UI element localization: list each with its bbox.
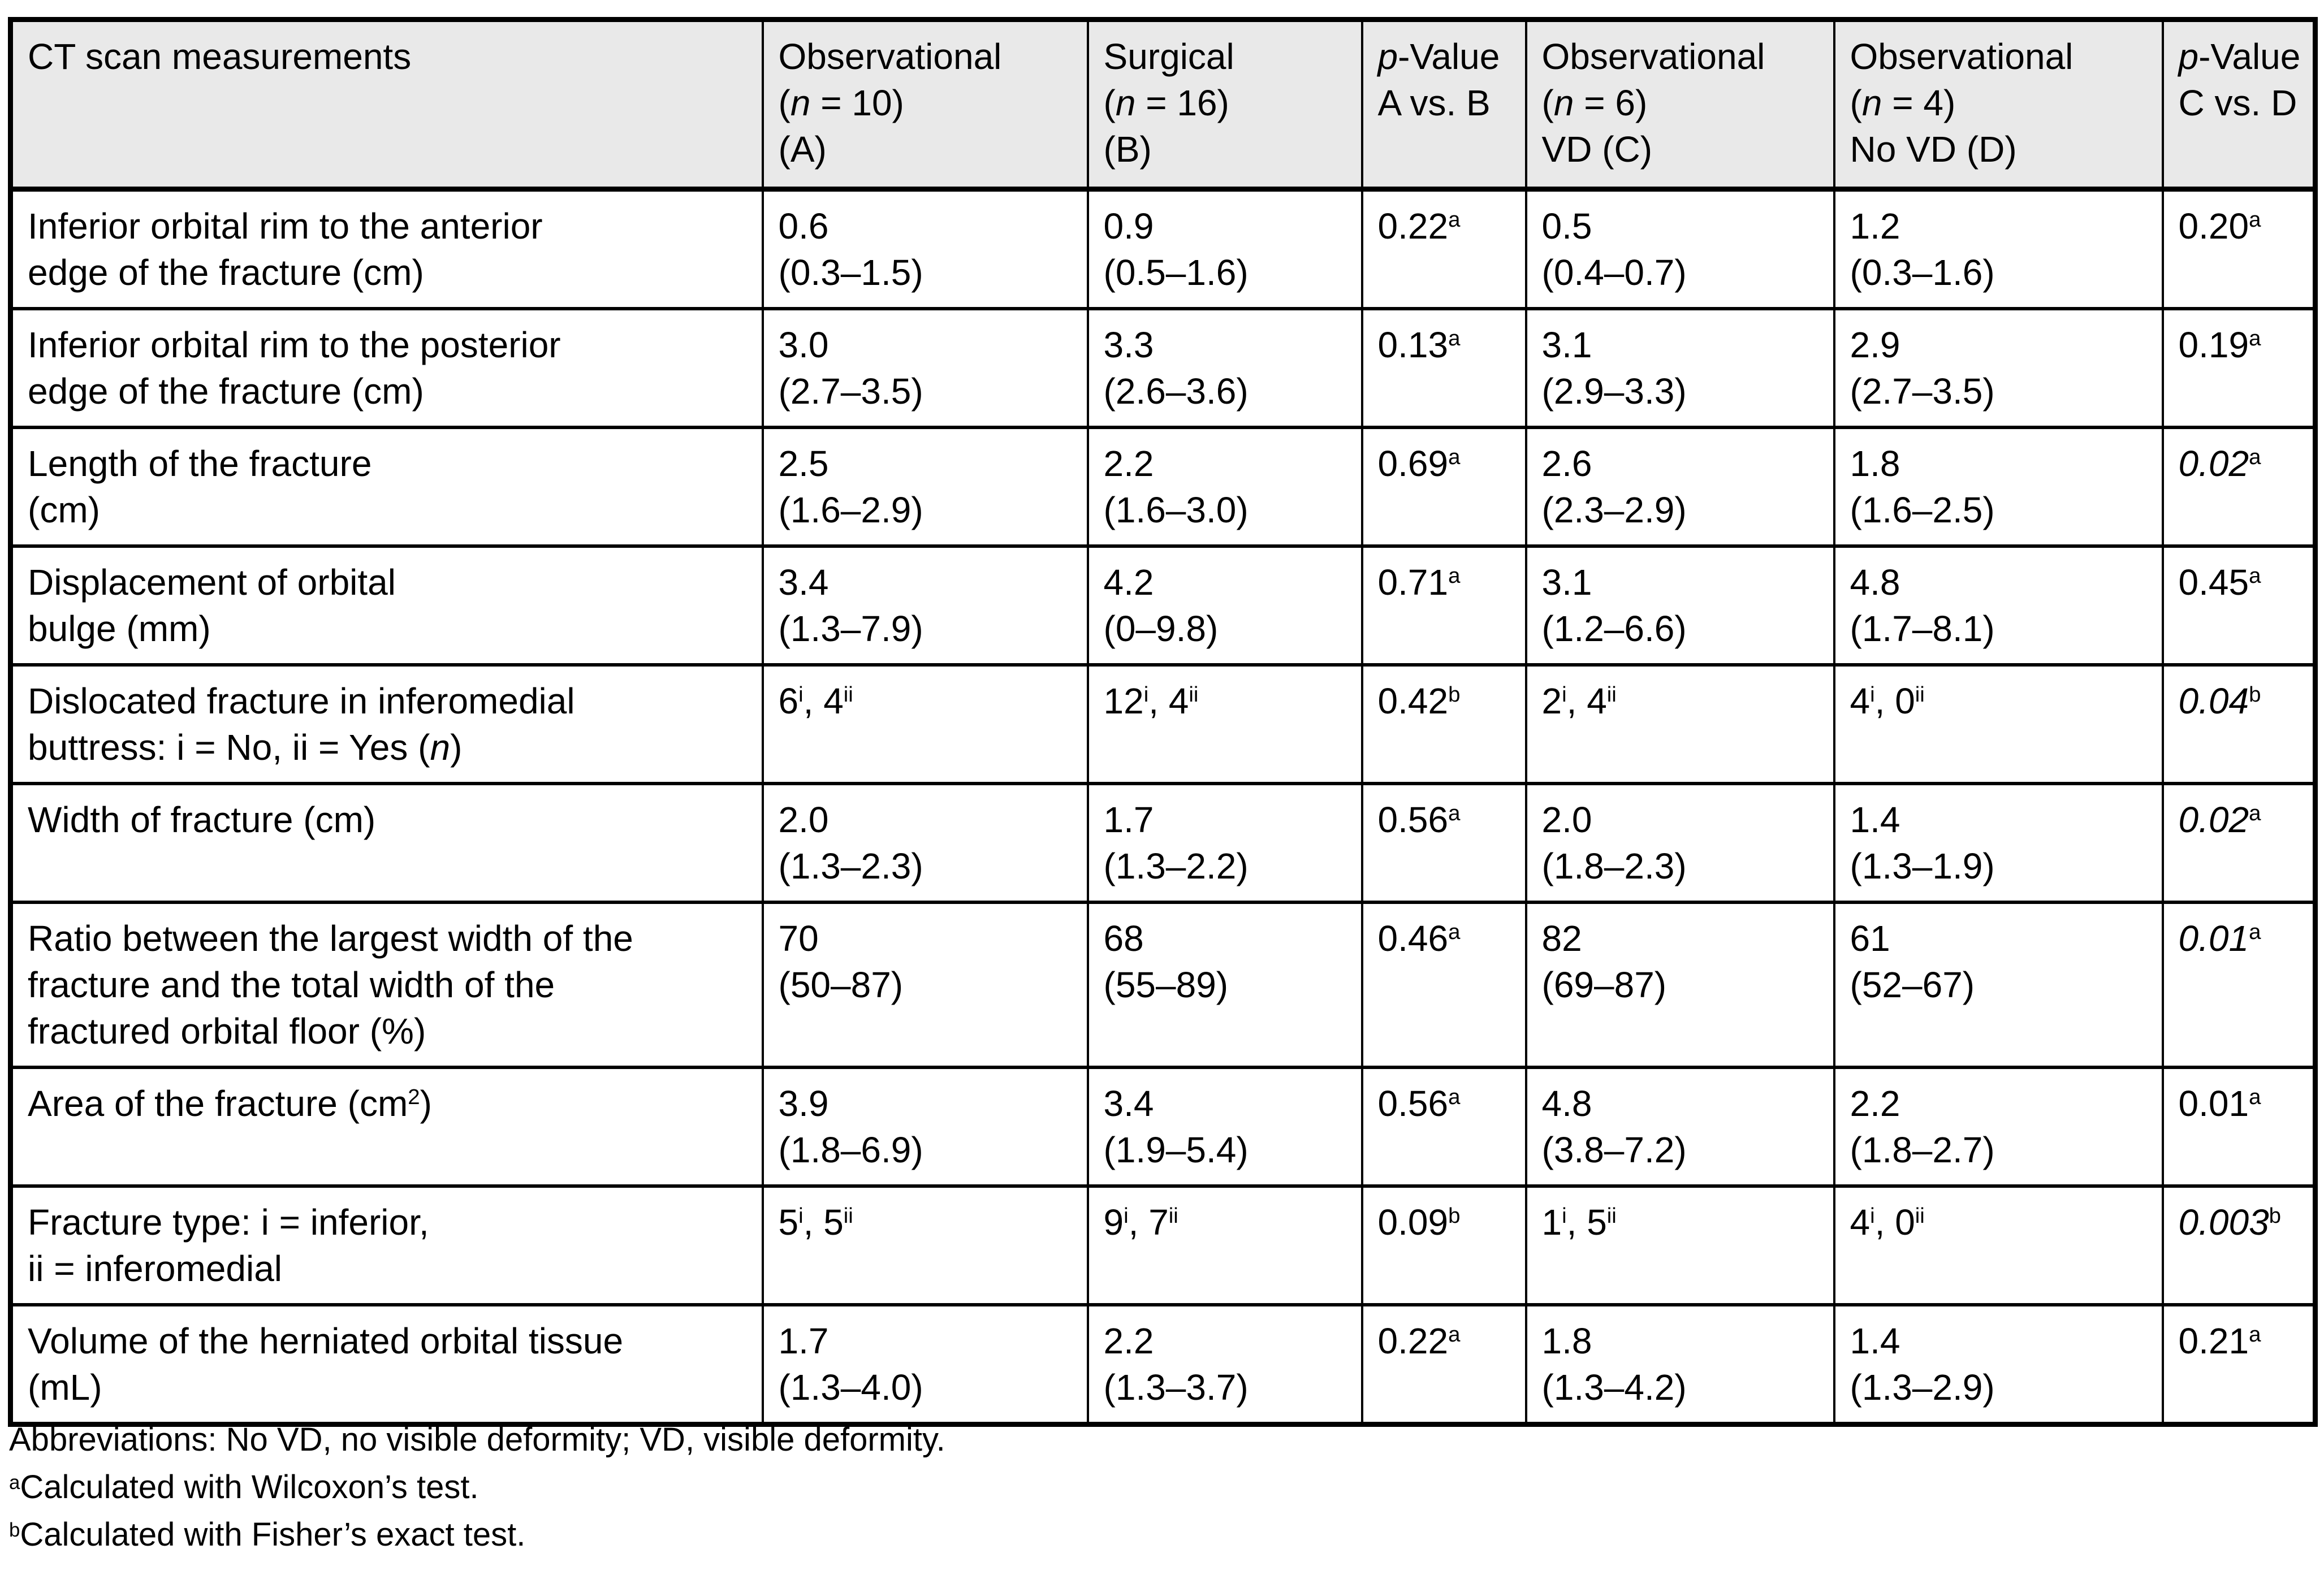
group-b-cell: 2.2 (1.6–3.0): [1086, 426, 1363, 548]
group-c-cell: 1.8 (1.3–4.2): [1524, 1303, 1835, 1426]
group-d-cell: 2.9 (2.7–3.5): [1833, 307, 2164, 429]
group-a-cell: 5i, 5ii: [761, 1184, 1089, 1306]
group-d-cell: 4i, 0ii: [1833, 1184, 2164, 1306]
p-value-cd-cell: 0.21a: [2161, 1303, 2317, 1426]
p-value-ab-cell: 0.22a: [1360, 187, 1527, 310]
group-c-cell: 82 (69–87): [1524, 901, 1835, 1069]
table-row: Area of the fracture (cm2) 3.9 (1.8–6.9) …: [9, 1066, 2317, 1188]
group-b-cell: 3.3 (2.6–3.6): [1086, 307, 1363, 429]
header-p-value-ab: p-Value A vs. B: [1360, 18, 1527, 192]
table-row: Ratio between the largest width of the fr…: [9, 901, 2317, 1069]
header-row: CT scan measurements Observational (n = 1…: [9, 18, 2317, 192]
measurement-cell: Volume of the herniated orbital tissue (m…: [9, 1303, 764, 1426]
group-c-cell: 3.1 (1.2–6.6): [1524, 544, 1835, 667]
table-row: Inferior orbital rim to the posterior edg…: [9, 307, 2317, 429]
p-value-ab-cell: 0.56a: [1360, 782, 1527, 904]
header-observational-a: Observational (n = 10) (A): [761, 18, 1089, 192]
group-b-cell: 68 (55–89): [1086, 901, 1363, 1069]
table-row: Inferior orbital rim to the anterior edge…: [9, 187, 2317, 310]
table-row: Volume of the herniated orbital tissue (m…: [9, 1303, 2317, 1426]
group-d-cell: 2.2 (1.8–2.7): [1833, 1066, 2164, 1188]
group-c-cell: 2.6 (2.3–2.9): [1524, 426, 1835, 548]
group-a-cell: 3.4 (1.3–7.9): [761, 544, 1089, 667]
group-b-cell: 9i, 7ii: [1086, 1184, 1363, 1306]
group-d-cell: 4i, 0ii: [1833, 663, 2164, 785]
measurement-cell: Inferior orbital rim to the anterior edge…: [9, 187, 764, 310]
group-c-cell: 3.1 (2.9–3.3): [1524, 307, 1835, 429]
group-b-cell: 1.7 (1.3–2.2): [1086, 782, 1363, 904]
group-b-cell: 0.9 (0.5–1.6): [1086, 187, 1363, 310]
ct-measurements-table: CT scan measurements Observational (n = 1…: [8, 17, 2318, 1427]
header-observational-novd-d: Observational (n = 4) No VD (D): [1833, 18, 2164, 192]
p-value-ab-cell: 0.56a: [1360, 1066, 1527, 1188]
p-value-ab-cell: 0.09b: [1360, 1184, 1527, 1306]
table-row: Fracture type: i = inferior, ii = inferom…: [9, 1184, 2317, 1306]
table-row: Width of fracture (cm) 2.0 (1.3–2.3) 1.7(…: [9, 782, 2317, 904]
p-value-cd-cell: 0.003b: [2161, 1184, 2317, 1306]
p-value-cd-cell: 0.02a: [2161, 782, 2317, 904]
p-value-ab-cell: 0.69a: [1360, 426, 1527, 548]
footnote-abbreviations: Abbreviations: No VD, no visible deformi…: [9, 1421, 945, 1458]
p-value-ab-cell: 0.22a: [1360, 1303, 1527, 1426]
group-c-cell: 1i, 5ii: [1524, 1184, 1835, 1306]
table-body: Inferior orbital rim to the anterior edge…: [9, 187, 2317, 1426]
group-c-cell: 2i, 4ii: [1524, 663, 1835, 785]
p-value-cd-cell: 0.02a: [2161, 426, 2317, 548]
p-value-cd-cell: 0.04b: [2161, 663, 2317, 785]
p-value-cd-cell: 0.19a: [2161, 307, 2317, 429]
footnote-wilcoxon: aCalculated with Wilcoxon’s test.: [9, 1469, 479, 1505]
group-d-cell: 1.4 (1.3–1.9): [1833, 782, 2164, 904]
header-surgical-b: Surgical (n = 16) (B): [1086, 18, 1363, 192]
table-header: CT scan measurements Observational (n = 1…: [9, 18, 2317, 192]
p-value-ab-cell: 0.42b: [1360, 663, 1527, 785]
measurement-cell: Inferior orbital rim to the posterior edg…: [9, 307, 764, 429]
group-a-cell: 0.6 (0.3–1.5): [761, 187, 1089, 310]
p-value-ab-cell: 0.13a: [1360, 307, 1527, 429]
measurement-cell: Dislocated fracture in inferomedial buttr…: [9, 663, 764, 785]
header-p-value-cd: p-Value C vs. D: [2161, 18, 2317, 192]
group-d-cell: 4.8 (1.7–8.1): [1833, 544, 2164, 667]
group-c-cell: 2.0 (1.8–2.3): [1524, 782, 1835, 904]
group-a-cell: 2.0 (1.3–2.3): [761, 782, 1089, 904]
group-a-cell: 6i, 4ii: [761, 663, 1089, 785]
measurement-cell: Fracture type: i = inferior, ii = inferom…: [9, 1184, 764, 1306]
group-b-cell: 3.4 (1.9–5.4): [1086, 1066, 1363, 1188]
table-row: Displacement of orbital bulge (mm) 3.4 (1.…: [9, 544, 2317, 667]
measurement-cell: Area of the fracture (cm2): [9, 1066, 764, 1188]
group-c-cell: 4.8 (3.8–7.2): [1524, 1066, 1835, 1188]
group-d-cell: 1.4 (1.3–2.9): [1833, 1303, 2164, 1426]
header-observational-vd-c: Observational (n = 6) VD (C): [1524, 18, 1835, 192]
group-a-cell: 70 (50–87): [761, 901, 1089, 1069]
p-value-ab-cell: 0.71a: [1360, 544, 1527, 667]
footnote-fisher: bCalculated with Fisher’s exact test.: [9, 1516, 526, 1553]
group-a-cell: 3.9 (1.8–6.9): [761, 1066, 1089, 1188]
measurement-cell: Length of the fracture (cm): [9, 426, 764, 548]
p-value-cd-cell: 0.20a: [2161, 187, 2317, 310]
group-a-cell: 1.7 (1.3–4.0): [761, 1303, 1089, 1426]
measurement-cell: Width of fracture (cm): [9, 782, 764, 904]
measurement-cell: Displacement of orbital bulge (mm): [9, 544, 764, 667]
group-d-cell: 61 (52–67): [1833, 901, 2164, 1069]
header-measurements: CT scan measurements: [9, 18, 764, 192]
group-a-cell: 2.5 (1.6–2.9): [761, 426, 1089, 548]
group-b-cell: 4.2 (0–9.8): [1086, 544, 1363, 667]
table-row: Dislocated fracture in inferomedial buttr…: [9, 663, 2317, 785]
table-row: Length of the fracture (cm) 2.5 (1.6–2.9) …: [9, 426, 2317, 548]
group-d-cell: 1.8 (1.6–2.5): [1833, 426, 2164, 548]
group-b-cell: 2.2 (1.3–3.7): [1086, 1303, 1363, 1426]
p-value-cd-cell: 0.45a: [2161, 544, 2317, 667]
p-value-ab-cell: 0.46a: [1360, 901, 1527, 1069]
measurement-cell: Ratio between the largest width of the fr…: [9, 901, 764, 1069]
group-d-cell: 1.2 (0.3–1.6): [1833, 187, 2164, 310]
group-a-cell: 3.0 (2.7–3.5): [761, 307, 1089, 429]
footnotes: Abbreviations: No VD, no visible deformi…: [9, 1416, 945, 1559]
p-value-cd-cell: 0.01a: [2161, 1066, 2317, 1188]
group-b-cell: 12i, 4ii: [1086, 663, 1363, 785]
group-c-cell: 0.5 (0.4–0.7): [1524, 187, 1835, 310]
p-value-cd-cell: 0.01a: [2161, 901, 2317, 1069]
